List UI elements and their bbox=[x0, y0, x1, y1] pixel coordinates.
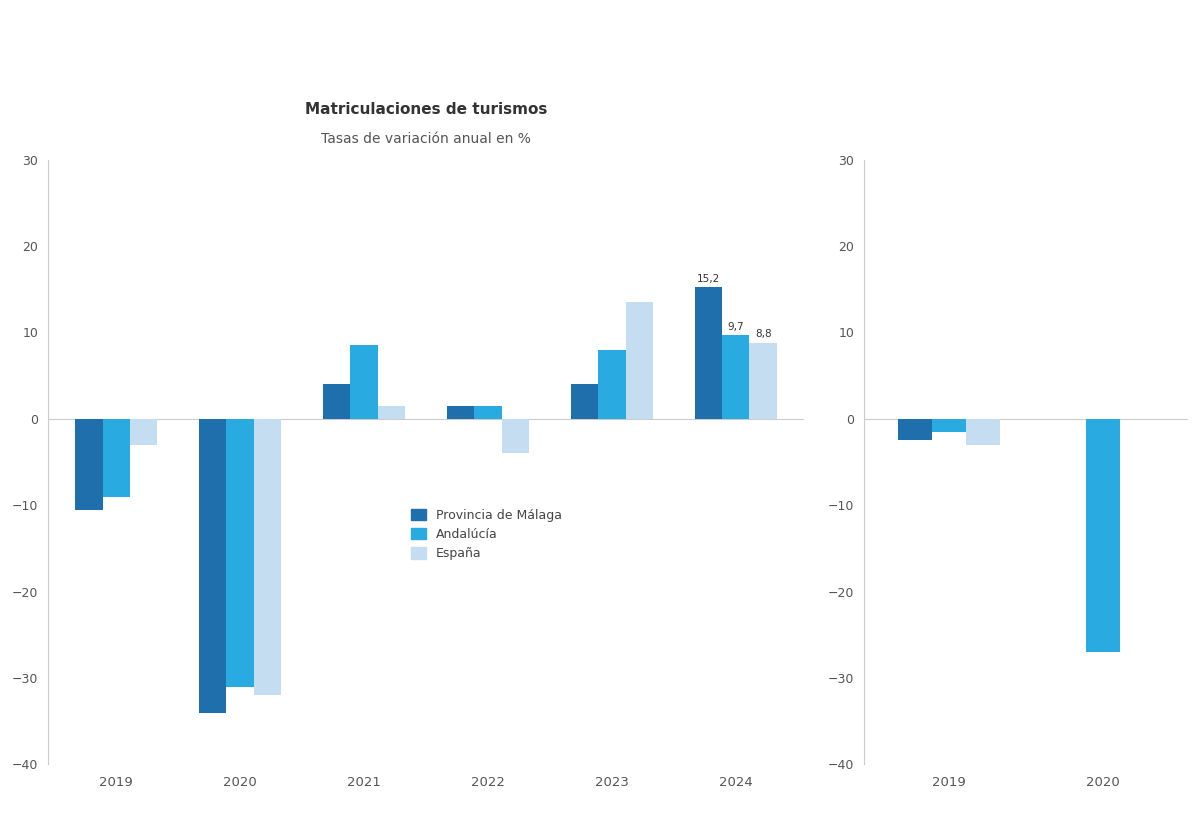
Text: 8,8: 8,8 bbox=[755, 329, 772, 339]
Bar bbox=[102, 419, 130, 496]
Bar bbox=[966, 419, 1000, 444]
Text: Matriculaciones de turismos: Matriculaciones de turismos bbox=[305, 102, 547, 117]
Bar bbox=[227, 419, 253, 686]
Bar bbox=[898, 419, 932, 440]
Bar bbox=[599, 349, 625, 419]
Bar bbox=[378, 406, 404, 419]
Bar bbox=[199, 419, 227, 712]
Bar bbox=[695, 287, 722, 419]
Bar bbox=[932, 419, 966, 432]
Bar bbox=[571, 384, 599, 419]
Bar bbox=[448, 406, 474, 419]
Bar bbox=[750, 343, 776, 419]
Bar bbox=[502, 419, 529, 454]
Text: 9,7: 9,7 bbox=[727, 322, 744, 332]
Bar bbox=[323, 384, 350, 419]
Bar bbox=[625, 302, 653, 419]
Legend: Provincia de Málaga, Andalúcía, España: Provincia de Málaga, Andalúcía, España bbox=[406, 504, 566, 565]
Bar bbox=[350, 345, 378, 419]
Bar bbox=[130, 419, 157, 444]
Bar bbox=[722, 335, 750, 419]
Bar bbox=[474, 406, 502, 419]
Text: Tasas de variación anual en %: Tasas de variación anual en % bbox=[322, 132, 530, 145]
Bar bbox=[253, 419, 281, 696]
Bar bbox=[76, 419, 102, 510]
Text: 15,2: 15,2 bbox=[697, 274, 720, 284]
Bar bbox=[1086, 419, 1120, 652]
